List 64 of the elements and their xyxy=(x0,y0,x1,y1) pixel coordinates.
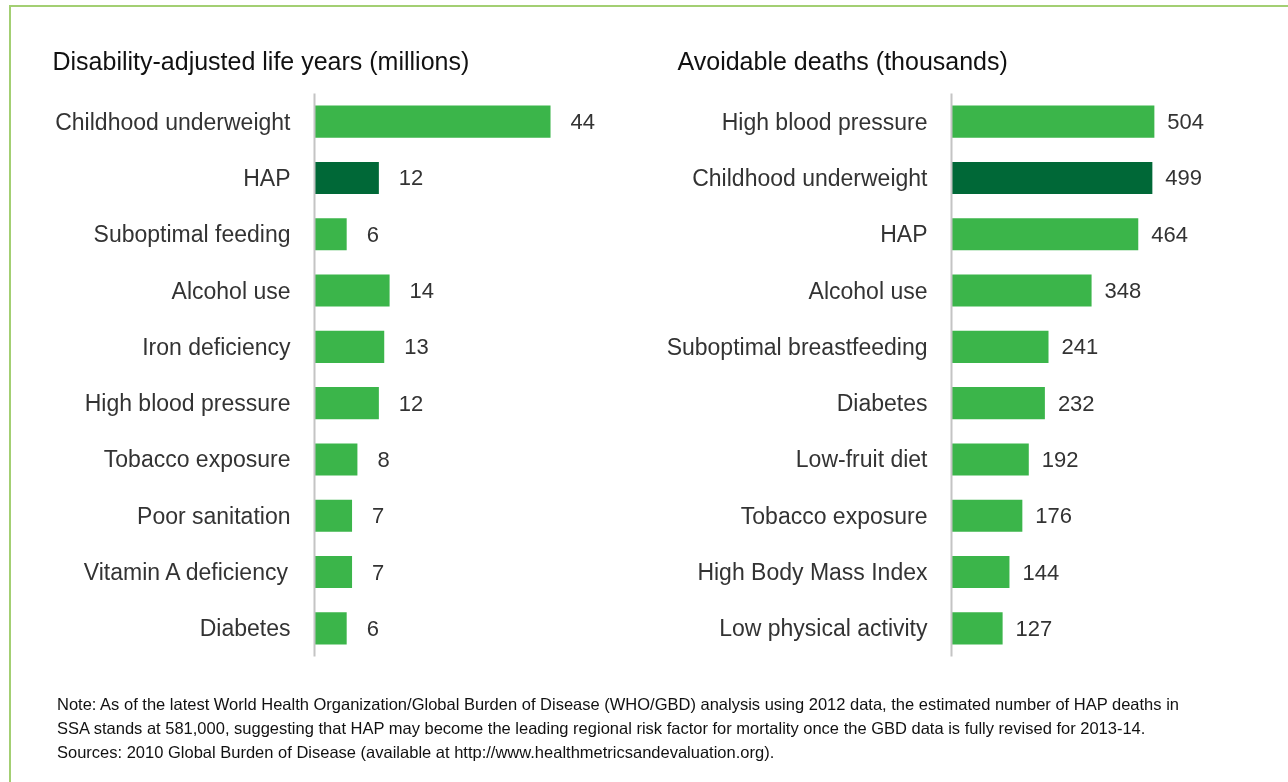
y-tick-label: Childhood underweight xyxy=(692,164,929,191)
bar xyxy=(314,218,347,251)
y-tick-label: Diabetes xyxy=(199,615,291,642)
y-tick-label: HAP xyxy=(880,221,928,248)
bar xyxy=(314,556,353,589)
y-tick-label: Diabetes xyxy=(836,390,928,417)
bar xyxy=(951,612,1003,645)
data-label: 241 xyxy=(1061,334,1099,360)
y-tick-label: Childhood underweight xyxy=(55,108,292,135)
y-tick-label: Vitamin A deficiency xyxy=(83,559,289,586)
chart-title: Avoidable deaths (thousands) xyxy=(677,46,1008,75)
bar xyxy=(314,274,390,307)
data-label: 464 xyxy=(1151,221,1188,247)
bar xyxy=(951,330,1049,363)
bar xyxy=(951,443,1029,476)
bar xyxy=(951,274,1092,307)
data-label: 127 xyxy=(1015,615,1053,641)
bar xyxy=(314,612,347,645)
y-tick-label: Iron deficiency xyxy=(142,333,291,360)
bar xyxy=(951,161,1153,194)
data-label: 6 xyxy=(366,615,379,641)
bar xyxy=(314,387,379,420)
y-tick-label: Low-fruit diet xyxy=(795,446,929,473)
y-tick-label: Poor sanitation xyxy=(137,502,291,529)
data-label: 176 xyxy=(1035,503,1073,529)
y-tick-label: Low physical activity xyxy=(719,615,928,642)
data-label: 6 xyxy=(366,221,379,247)
y-tick-label: Suboptimal breastfeeding xyxy=(666,333,928,360)
y-tick-label: Tobacco exposure xyxy=(740,502,928,529)
bar xyxy=(951,387,1045,420)
bar xyxy=(314,499,353,532)
data-label: 499 xyxy=(1165,165,1203,191)
data-label: 14 xyxy=(409,278,435,304)
bar xyxy=(951,218,1139,251)
data-label: 144 xyxy=(1022,559,1060,585)
bar xyxy=(951,556,1010,589)
y-tick-label: High Body Mass Index xyxy=(697,559,928,586)
source-note: Sources: 2010 Global Burden of Disease (available at http://www.healthmetricsandevaluation.org). xyxy=(57,742,776,763)
data-label: 7 xyxy=(372,559,385,585)
y-tick-label: Alcohol use xyxy=(808,277,928,304)
y-tick-label: High blood pressure xyxy=(84,390,291,417)
y-tick-label: Tobacco exposure xyxy=(103,446,291,473)
bar xyxy=(314,161,379,194)
y-tick-label: High blood pressure xyxy=(721,108,928,135)
bar xyxy=(951,105,1155,138)
bar xyxy=(314,443,358,476)
data-label: 232 xyxy=(1057,390,1095,416)
bar xyxy=(314,330,385,363)
y-tick-label: Suboptimal feeding xyxy=(93,221,291,248)
data-label: 504 xyxy=(1167,109,1205,135)
data-label: 13 xyxy=(404,334,429,360)
bar xyxy=(314,105,551,138)
text: Note: As of the latest World Health Organization/Global Burden of Disease (WHO/GBD) analysis using 2012 data, the estimated number of HAP deaths in SSA stands at 581,000, suggesting that HAP may become the leading regional risk factor for mortality once the GBD data is fully revised for 2013-14. xyxy=(57,694,1180,739)
data-label: 44 xyxy=(570,109,596,135)
chart-title: Disability-adjusted life years (millions) xyxy=(52,46,470,75)
bar xyxy=(951,499,1023,532)
y-tick-label: HAP xyxy=(243,164,291,191)
data-label: 192 xyxy=(1041,446,1079,472)
data-label: 7 xyxy=(372,503,385,529)
data-label: 348 xyxy=(1104,278,1142,304)
y-tick-label: Alcohol use xyxy=(171,277,291,304)
data-label: 12 xyxy=(398,390,424,416)
data-label: 12 xyxy=(398,165,424,191)
data-label: 8 xyxy=(377,446,390,472)
